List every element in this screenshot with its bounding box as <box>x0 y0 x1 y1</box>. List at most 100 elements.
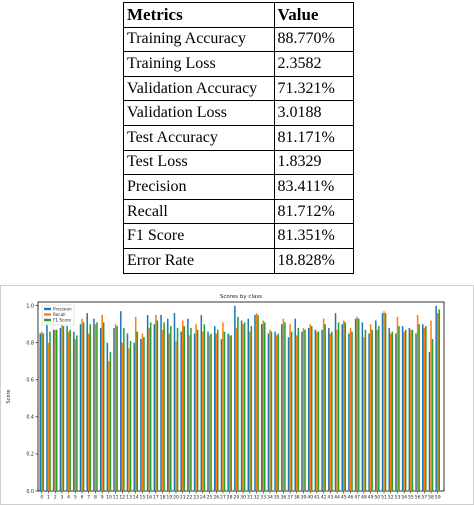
x-tick-label: 48 <box>361 495 367 501</box>
bar-f1-score <box>123 327 125 491</box>
x-tick-label: 20 <box>173 495 179 501</box>
bar-recall <box>343 320 345 491</box>
bar-f1-score <box>411 329 414 491</box>
x-tick-label: 31 <box>247 495 253 501</box>
bar-recall <box>249 331 251 491</box>
bar-precision <box>86 313 88 491</box>
bar-recall <box>181 320 184 491</box>
x-tick-label: 51 <box>381 495 387 501</box>
x-tick-label: 42 <box>321 495 327 501</box>
bar-f1-score <box>310 326 313 491</box>
metric-name: Recall <box>123 198 275 225</box>
bar-precision <box>247 318 250 491</box>
bar-recall <box>410 329 412 491</box>
bar-recall <box>235 327 238 491</box>
bar-f1-score <box>102 322 105 491</box>
bar-f1-score <box>243 322 246 491</box>
bar-recall <box>255 313 258 491</box>
bar-precision <box>415 333 417 491</box>
bar-f1-score <box>284 322 286 491</box>
x-tick-label: 24 <box>200 495 206 501</box>
bar-precision <box>166 318 169 491</box>
bar-recall <box>215 333 218 491</box>
bar-precision <box>146 314 149 491</box>
bar-precision <box>294 318 297 491</box>
bar-recall <box>121 342 124 491</box>
x-tick-label: 32 <box>254 495 260 501</box>
x-tick-label: 58 <box>428 495 434 501</box>
bar-f1-score <box>398 326 400 491</box>
x-tick-label: 18 <box>160 495 166 501</box>
metric-value: 2.3582 <box>273 51 355 77</box>
bar-f1-score <box>203 324 206 491</box>
bar-precision <box>227 333 229 491</box>
bar-precision <box>153 324 156 491</box>
bar-f1-score <box>384 313 387 491</box>
bar-f1-score <box>230 335 232 491</box>
bar-f1-score <box>183 326 185 491</box>
metric-name: F1 Score <box>123 223 275 249</box>
bar-precision <box>408 327 411 491</box>
y-axis-label: Score <box>6 389 12 403</box>
metric-name: Error Rate <box>123 247 275 274</box>
bar-precision <box>52 329 55 491</box>
metric-name: Validation Loss <box>123 100 275 126</box>
bar-recall <box>423 327 426 491</box>
bar-f1-score <box>290 331 293 491</box>
bar-recall <box>61 324 63 491</box>
x-tick-label: 26 <box>213 495 219 501</box>
bar-precision <box>341 324 344 491</box>
bar-recall <box>94 324 97 491</box>
x-tick-label: 30 <box>240 495 246 501</box>
bar-precision <box>207 331 209 491</box>
bar-f1-score <box>55 329 58 491</box>
x-tick-label: 47 <box>354 495 360 501</box>
bar-recall <box>282 318 285 491</box>
bar-f1-score <box>270 331 273 491</box>
x-tick-label: 59 <box>435 495 441 501</box>
bar-f1-score <box>331 331 333 491</box>
bar-f1-score <box>351 331 353 491</box>
bar-recall <box>296 335 298 491</box>
bar-recall <box>47 342 50 491</box>
x-tick-label: 45 <box>341 495 347 501</box>
bar-precision <box>395 333 397 491</box>
bar-recall <box>222 322 224 491</box>
bar-recall <box>436 313 439 491</box>
bar-precision <box>301 331 303 491</box>
metrics-row: Training Accuracy 88.770% <box>123 26 355 53</box>
y-tick-label: 0.6 <box>26 378 34 384</box>
bar-precision <box>428 352 431 491</box>
bar-f1-score <box>89 324 92 491</box>
bar-recall <box>195 324 197 491</box>
bar-f1-score <box>431 339 434 491</box>
metrics-row: Error Rate 18.828% <box>123 247 355 274</box>
bar-f1-score <box>190 327 192 491</box>
metric-value: 81.171% <box>273 124 355 151</box>
legend-label: Precision <box>53 307 72 312</box>
bar-precision <box>348 333 350 491</box>
x-tick-label: 4 <box>67 495 70 501</box>
x-tick-label: 40 <box>307 495 313 501</box>
bar-recall <box>336 329 338 491</box>
bar-recall <box>356 316 358 491</box>
metrics-row: Precision 83.411% <box>123 174 355 200</box>
x-tick-label: 21 <box>180 495 186 501</box>
bar-precision <box>334 313 337 491</box>
metrics-header-row: Metrics Value <box>123 2 355 28</box>
x-tick-label: 10 <box>106 495 112 501</box>
bar-f1-score <box>136 331 139 491</box>
bar-recall <box>208 335 211 491</box>
bar-f1-score <box>170 326 172 491</box>
x-tick-label: 39 <box>301 495 307 501</box>
metric-name: Training Accuracy <box>123 26 275 53</box>
bar-recall <box>168 333 171 491</box>
bar-f1-score <box>378 326 380 491</box>
bar-recall <box>101 314 103 491</box>
bar-precision <box>126 333 129 491</box>
metric-name: Test Accuracy <box>123 124 275 151</box>
x-tick-label: 44 <box>334 495 340 501</box>
bar-f1-score <box>304 329 306 491</box>
x-tick-label: 14 <box>133 495 139 501</box>
